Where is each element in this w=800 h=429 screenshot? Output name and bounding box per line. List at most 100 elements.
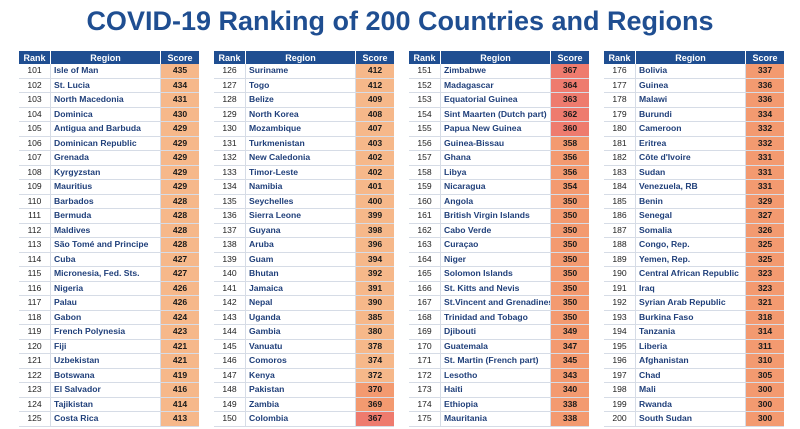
table-row: 200 South Sudan 300 [604, 412, 784, 427]
table-header: Rank Region Score [214, 51, 394, 64]
score-cell: 400 [356, 194, 394, 208]
rank-cell: 198 [604, 383, 636, 397]
score-cell: 350 [551, 194, 589, 208]
region-cell: Sierra Leone [246, 209, 356, 223]
region-cell: St.Vincent and Grenadines [441, 296, 551, 310]
rank-cell: 167 [409, 296, 441, 310]
score-cell: 408 [356, 107, 394, 121]
region-cell: Mauritius [51, 180, 161, 194]
table-row: 199 Rwanda 300 [604, 397, 784, 412]
region-cell: Palau [51, 296, 161, 310]
table-row: 155 Papua New Guinea 360 [409, 122, 589, 137]
score-cell: 428 [161, 194, 199, 208]
score-cell: 334 [746, 107, 784, 121]
rank-cell: 117 [19, 296, 51, 310]
score-cell: 378 [356, 339, 394, 353]
region-cell: Barbados [51, 194, 161, 208]
rank-cell: 187 [604, 223, 636, 237]
table-row: 144 Gambia 380 [214, 325, 394, 340]
table-body: 151 Zimbabwe 367 152 Madagascar 364 153 Equator… [409, 64, 589, 427]
rank-cell: 126 [214, 64, 246, 78]
region-cell: North Korea [246, 107, 356, 121]
score-cell: 390 [356, 296, 394, 310]
rank-cell: 118 [19, 310, 51, 324]
score-cell: 402 [356, 165, 394, 179]
score-cell: 429 [161, 165, 199, 179]
table-row: 106 Dominican Republic 429 [19, 136, 199, 151]
rank-cell: 142 [214, 296, 246, 310]
table-row: 151 Zimbabwe 367 [409, 64, 589, 79]
rank-cell: 113 [19, 238, 51, 252]
table-row: 140 Bhutan 392 [214, 267, 394, 282]
score-cell: 350 [551, 209, 589, 223]
region-cell: Ghana [441, 151, 551, 165]
score-cell: 403 [356, 136, 394, 150]
score-cell: 325 [746, 238, 784, 252]
rank-cell: 190 [604, 267, 636, 281]
score-cell: 424 [161, 310, 199, 324]
score-cell: 325 [746, 252, 784, 266]
table-row: 101 Isle of Man 435 [19, 64, 199, 79]
rank-cell: 152 [409, 78, 441, 92]
rank-cell: 133 [214, 165, 246, 179]
region-cell: Senegal [636, 209, 746, 223]
region-cell: Comoros [246, 354, 356, 368]
score-cell: 401 [356, 180, 394, 194]
score-cell: 431 [161, 93, 199, 107]
region-cell: Guinea-Bissau [441, 136, 551, 150]
region-cell: Micronesia, Fed. Sts. [51, 267, 161, 281]
score-header: Score [362, 52, 388, 63]
table-row: 130 Mozambique 407 [214, 122, 394, 137]
score-cell: 413 [161, 412, 199, 426]
rank-cell: 127 [214, 78, 246, 92]
region-cell: Turkmenistan [246, 136, 356, 150]
score-cell: 429 [161, 122, 199, 136]
table-row: 167 St.Vincent and Grenadines 350 [409, 296, 589, 311]
table-row: 179 Burundi 334 [604, 107, 784, 122]
region-cell: Chad [636, 368, 746, 382]
table-row: 129 North Korea 408 [214, 107, 394, 122]
rank-cell: 200 [604, 412, 636, 426]
table-row: 133 Timor-Leste 402 [214, 165, 394, 180]
table-row: 149 Zambia 369 [214, 397, 394, 412]
ranking-table-2: Rank Region Score 126 Suriname 412 127 Togo 4… [214, 51, 394, 427]
rank-cell: 154 [409, 107, 441, 121]
score-cell: 412 [356, 78, 394, 92]
rank-header: Rank [409, 51, 441, 64]
score-cell: 430 [161, 107, 199, 121]
table-row: 134 Namibia 401 [214, 180, 394, 195]
score-cell: 429 [161, 151, 199, 165]
region-cell: Eritrea [636, 136, 746, 150]
region-cell: Vanuatu [246, 339, 356, 353]
region-cell: Nicaragua [441, 180, 551, 194]
table-row: 160 Angola 350 [409, 194, 589, 209]
region-cell: Equatorial Guinea [441, 93, 551, 107]
score-cell: 428 [161, 238, 199, 252]
table-row: 103 North Macedonia 431 [19, 93, 199, 108]
table-row: 183 Sudan 331 [604, 165, 784, 180]
table-row: 105 Antigua and Barbuda 429 [19, 122, 199, 137]
rank-cell: 180 [604, 122, 636, 136]
score-cell: 414 [161, 397, 199, 411]
rank-cell: 163 [409, 238, 441, 252]
rank-cell: 161 [409, 209, 441, 223]
region-cell: Côte d'Ivoire [636, 151, 746, 165]
table-row: 186 Senegal 327 [604, 209, 784, 224]
rank-cell: 103 [19, 93, 51, 107]
rank-cell: 186 [604, 209, 636, 223]
region-cell: St. Lucia [51, 78, 161, 92]
score-cell: 399 [356, 209, 394, 223]
table-row: 131 Turkmenistan 403 [214, 136, 394, 151]
region-cell: New Caledonia [246, 151, 356, 165]
score-cell: 394 [356, 252, 394, 266]
region-cell: Benin [636, 194, 746, 208]
score-cell: 300 [746, 397, 784, 411]
score-cell: 338 [551, 412, 589, 426]
table-row: 109 Mauritius 429 [19, 180, 199, 195]
rank-cell: 165 [409, 267, 441, 281]
table-row: 148 Pakistan 370 [214, 383, 394, 398]
table-row: 145 Vanuatu 378 [214, 339, 394, 354]
table-row: 137 Guyana 398 [214, 223, 394, 238]
score-cell: 421 [161, 339, 199, 353]
score-cell: 428 [161, 209, 199, 223]
